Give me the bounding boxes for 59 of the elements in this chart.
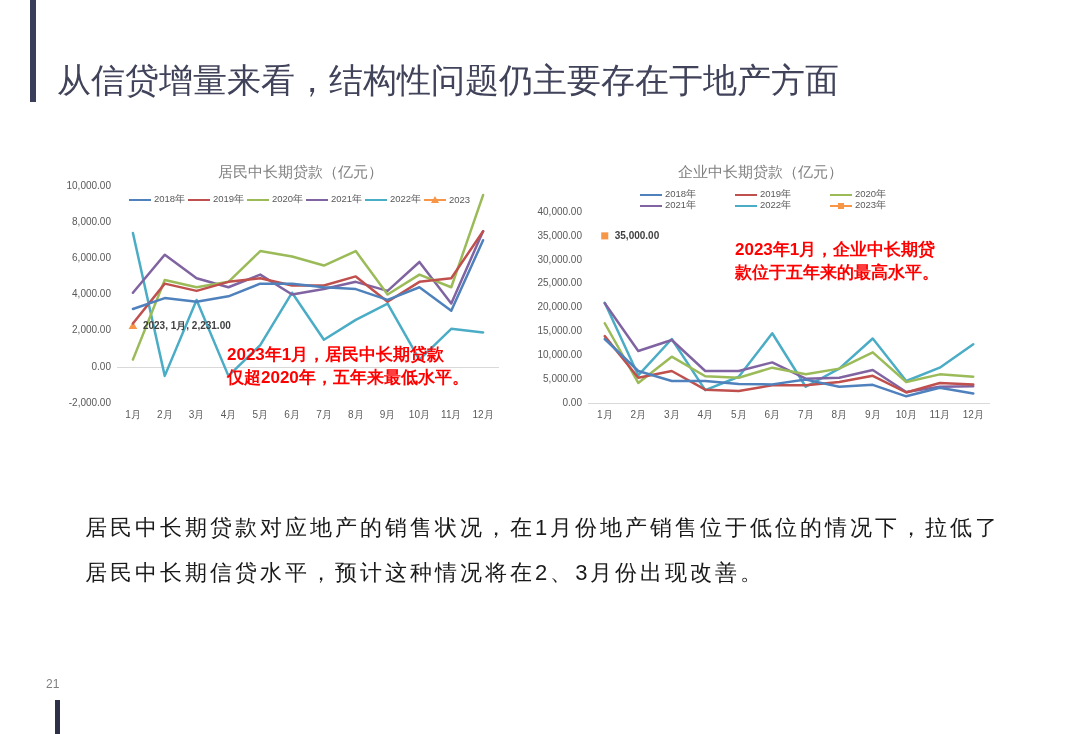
y-tick-label: 5,000.00: [543, 372, 583, 384]
legend-label: 2019年: [213, 193, 245, 206]
legend-label: 2019年: [760, 188, 792, 200]
y-tick-label: 0.00: [91, 360, 112, 372]
x-tick-label: 10月: [408, 408, 430, 420]
legend-label: 2020年: [855, 188, 887, 200]
x-tick-label: 3月: [188, 408, 205, 420]
y-tick-label: 6,000.00: [72, 252, 112, 264]
x-tick-label: 1月: [125, 408, 141, 420]
y-tick-label: 40,000.00: [537, 205, 583, 217]
x-tick-label: 4月: [697, 408, 714, 420]
x-tick-label: 9月: [864, 408, 881, 420]
data-label: 35,000.00: [614, 229, 660, 241]
text: 21: [46, 677, 60, 691]
x-tick-label: 1月: [596, 408, 613, 420]
y-tick-label: 30,000.00: [537, 253, 583, 265]
legend-label: 2023年: [855, 199, 887, 212]
x-tick-label: 4月: [220, 408, 237, 420]
y-tick-label: 10,000.00: [66, 179, 112, 191]
y-tick-label: 0.00: [562, 396, 583, 408]
y-tick-label: 20,000.00: [537, 301, 583, 313]
x-tick-label: 3月: [663, 408, 680, 420]
y-tick-label: -2,000.00: [68, 396, 112, 408]
annotation: 2023年1月，企业中长期贷款位于五年来的最高水平。: [735, 239, 939, 284]
x-tick-label: 5月: [730, 408, 747, 420]
x-tick-label: 7月: [797, 408, 814, 420]
legend-label: 2020年: [272, 193, 304, 206]
x-tick-label: 10月: [895, 408, 917, 420]
legend-label: 2021年: [331, 193, 363, 206]
legend-label: 2022年: [390, 193, 422, 206]
x-tick-label: 5月: [252, 408, 269, 420]
x-tick-label: 6月: [284, 408, 300, 420]
text: 从信贷增量来看，结构性问题仍主要存在于地产方面: [57, 60, 839, 101]
x-tick-label: 12月: [472, 408, 494, 420]
legend-label: 2018年: [154, 193, 186, 206]
y-tick-label: 2,000.00: [72, 324, 112, 336]
y-tick-label: 25,000.00: [537, 277, 583, 289]
y-tick-label: 4,000.00: [72, 288, 112, 300]
text: 居民中长期贷款对应地产的销售状况，在1月份地产销售位于低位的情况下，拉低了居民中长期信贷水平，预计这种情况将在2、3月份出现改善。: [85, 514, 1001, 587]
chart-title: 企业中长期贷款（亿元）: [677, 163, 843, 181]
y-tick-label: 10,000.00: [537, 349, 583, 360]
y-tick-label: 35,000.00: [537, 229, 583, 241]
x-tick-label: 7月: [316, 408, 332, 420]
y-tick-label: 8,000.00: [72, 215, 112, 227]
x-tick-label: 11月: [441, 408, 462, 420]
legend-label: 2022年: [760, 199, 792, 212]
y-tick-label: 15,000.00: [537, 325, 583, 337]
legend-label: 2023: [449, 194, 471, 205]
x-tick-label: 9月: [379, 408, 396, 420]
chart-title: 居民中长期贷款（亿元）: [217, 163, 383, 181]
x-tick-label: 2月: [630, 408, 647, 420]
x-tick-label: 8月: [347, 408, 364, 420]
x-tick-label: 6月: [764, 408, 781, 420]
legend-label: 2018年: [665, 188, 697, 200]
x-tick-label: 11月: [929, 408, 950, 420]
x-tick-label: 8月: [831, 408, 848, 420]
legend-label: 2021年: [665, 199, 697, 212]
x-tick-label: 2月: [156, 408, 173, 420]
x-tick-label: 12月: [962, 408, 984, 420]
